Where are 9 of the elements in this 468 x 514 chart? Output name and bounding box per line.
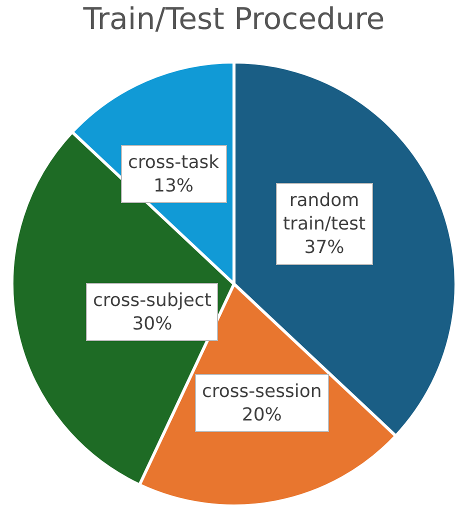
data-label: 20%: [242, 404, 282, 426]
chart-title: Train/Test Procedure: [82, 2, 385, 37]
data-label: 37%: [304, 236, 344, 258]
data-label: 30%: [132, 313, 172, 334]
slice-label: cross-task: [128, 152, 220, 173]
data-label: 13%: [154, 175, 194, 196]
slice-label: random train/test: [283, 190, 366, 234]
slice-label: cross-session: [202, 381, 322, 402]
slice-label: cross-subject: [93, 290, 212, 311]
